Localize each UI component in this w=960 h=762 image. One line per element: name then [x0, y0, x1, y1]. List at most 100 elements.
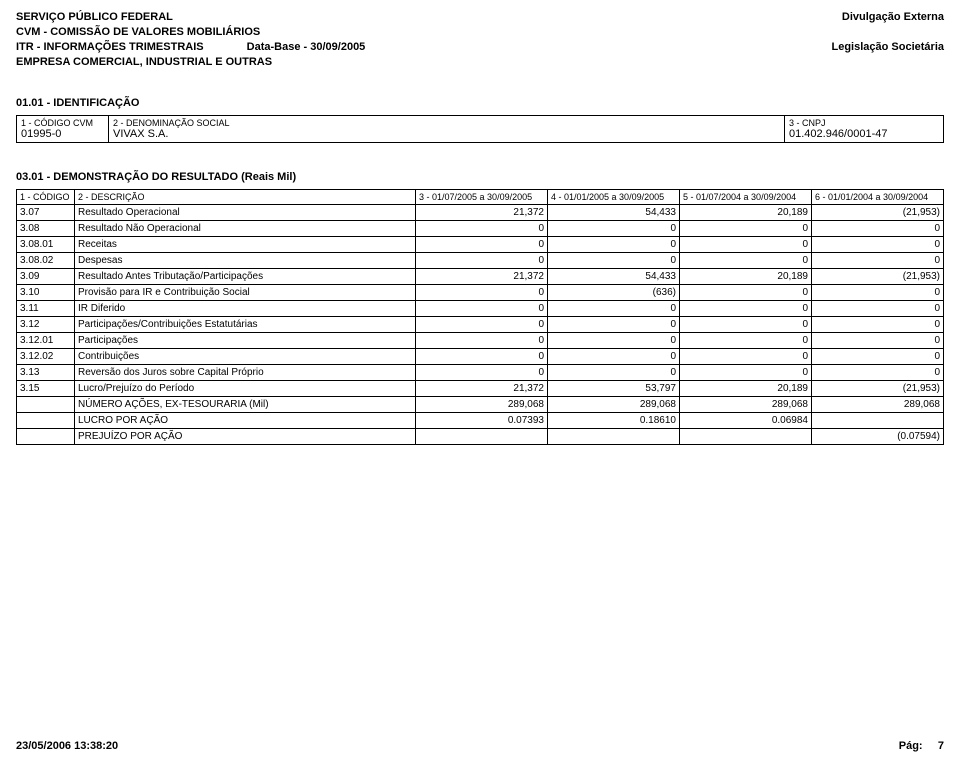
ident-cnpj: 3 - CNPJ 01.402.946/0001-47 [784, 116, 944, 142]
cell-value: 20,189 [680, 381, 812, 397]
cell-value: 0 [416, 253, 548, 269]
table-row: 3.08.02Despesas0000 [17, 253, 944, 269]
cell-value: 21,372 [416, 381, 548, 397]
header-line-4: EMPRESA COMERCIAL, INDUSTRIAL E OUTRAS [16, 55, 365, 70]
table-row: 3.11IR Diferido0000 [17, 301, 944, 317]
table-row: 3.12.02Contribuições0000 [17, 349, 944, 365]
cell-code: 3.08.02 [17, 253, 75, 269]
cell-value: 0 [416, 285, 548, 301]
cell-value: 0 [416, 237, 548, 253]
cell-value: 0 [416, 365, 548, 381]
table-row: 3.08.01Receitas0000 [17, 237, 944, 253]
cell-code: 3.12.01 [17, 333, 75, 349]
header-line-1: SERVIÇO PÚBLICO FEDERAL [16, 10, 365, 25]
cell-desc: Contribuições [75, 349, 416, 365]
page: SERVIÇO PÚBLICO FEDERAL CVM - COMISSÃO D… [0, 0, 960, 762]
cell-value: 0 [548, 237, 680, 253]
table-row: 3.09Resultado Antes Tributação/Participa… [17, 269, 944, 285]
cell-code: 3.10 [17, 285, 75, 301]
cell-code: 3.13 [17, 365, 75, 381]
col-period-1: 3 - 01/07/2005 a 30/09/2005 [416, 190, 548, 205]
cell-value: (21,953) [812, 269, 944, 285]
cell-value: 0 [812, 237, 944, 253]
cell-value [416, 429, 548, 445]
cell-value: 0 [812, 253, 944, 269]
footer-page: Pág: 7 [899, 740, 944, 752]
cell-value: 0 [416, 349, 548, 365]
cell-value: 21,372 [416, 205, 548, 221]
cell-value: 0 [548, 349, 680, 365]
demo-tbody: 3.07Resultado Operacional21,37254,43320,… [17, 205, 944, 445]
cell-value: 0 [416, 317, 548, 333]
cell-value: 0 [548, 301, 680, 317]
ident-denom-value: VIVAX S.A. [113, 128, 780, 140]
cell-value: 0 [416, 333, 548, 349]
cell-value: 20,189 [680, 269, 812, 285]
cell-value: 0 [680, 333, 812, 349]
cell-code: 3.11 [17, 301, 75, 317]
header-right-1: Divulgação Externa [832, 10, 945, 25]
ident-codigo-cvm: 1 - CÓDIGO CVM 01995-0 [16, 116, 108, 142]
ident-denom-label: 2 - DENOMINAÇÃO SOCIAL [113, 118, 780, 128]
cell-desc: Lucro/Prejuízo do Período [75, 381, 416, 397]
ident-codigo-cvm-value: 01995-0 [21, 128, 104, 140]
cell-value: 54,433 [548, 205, 680, 221]
cell-desc: LUCRO POR AÇÃO [75, 413, 416, 429]
table-row: 3.12Participações/Contribuições Estatutá… [17, 317, 944, 333]
table-row: PREJUÍZO POR AÇÃO (0.07594) [17, 429, 944, 445]
cell-code [17, 397, 75, 413]
cell-code [17, 413, 75, 429]
cell-value: (0.07594) [812, 429, 944, 445]
cell-value: 0 [680, 285, 812, 301]
header-line-3: ITR - INFORMAÇÕES TRIMESTRAIS Data-Base … [16, 40, 365, 55]
cell-value: 0 [680, 317, 812, 333]
cell-value: 0 [812, 349, 944, 365]
cell-code: 3.08 [17, 221, 75, 237]
cell-value: 21,372 [416, 269, 548, 285]
table-row: 3.07Resultado Operacional21,37254,43320,… [17, 205, 944, 221]
cell-code: 3.12.02 [17, 349, 75, 365]
cell-desc: Participações [75, 333, 416, 349]
cell-value: 0 [812, 301, 944, 317]
cell-code: 3.09 [17, 269, 75, 285]
cell-code: 3.08.01 [17, 237, 75, 253]
table-row: 3.15Lucro/Prejuízo do Período21,37253,79… [17, 381, 944, 397]
cell-desc: PREJUÍZO POR AÇÃO [75, 429, 416, 445]
cell-code: 3.12 [17, 317, 75, 333]
col-period-2: 4 - 01/01/2005 a 30/09/2005 [548, 190, 680, 205]
cell-value: 0 [548, 317, 680, 333]
table-row: NÚMERO AÇÕES, EX-TESOURARIA (Mil)289,068… [17, 397, 944, 413]
cell-value: 0 [680, 221, 812, 237]
header: SERVIÇO PÚBLICO FEDERAL CVM - COMISSÃO D… [16, 10, 944, 69]
cell-value [812, 413, 944, 429]
cell-desc: Resultado Antes Tributação/Participações [75, 269, 416, 285]
cell-value [680, 429, 812, 445]
section-ident-title: 01.01 - IDENTIFICAÇÃO [16, 97, 944, 109]
cell-value: 0 [812, 333, 944, 349]
cell-value: 0 [680, 301, 812, 317]
cell-desc: Receitas [75, 237, 416, 253]
page-footer: 23/05/2006 13:38:20 Pág: 7 [16, 740, 944, 752]
header-line-3-left: ITR - INFORMAÇÕES TRIMESTRAIS [16, 41, 204, 53]
table-row: 3.08Resultado Não Operacional0000 [17, 221, 944, 237]
cell-value: 289,068 [548, 397, 680, 413]
cell-value: 20,189 [680, 205, 812, 221]
cell-value: 289,068 [416, 397, 548, 413]
col-period-4: 6 - 01/01/2004 a 30/09/2004 [812, 190, 944, 205]
cell-value: 0 [548, 365, 680, 381]
cell-value: 0 [680, 349, 812, 365]
header-database: Data-Base - 30/09/2005 [247, 40, 366, 55]
cell-value: 0 [812, 221, 944, 237]
cell-value: 54,433 [548, 269, 680, 285]
cell-value [548, 429, 680, 445]
cell-value: 0 [548, 253, 680, 269]
cell-value: 53,797 [548, 381, 680, 397]
cell-value: 0 [680, 237, 812, 253]
header-left: SERVIÇO PÚBLICO FEDERAL CVM - COMISSÃO D… [16, 10, 365, 69]
cell-desc: Resultado Não Operacional [75, 221, 416, 237]
footer-page-number: 7 [938, 740, 944, 752]
cell-desc: NÚMERO AÇÕES, EX-TESOURARIA (Mil) [75, 397, 416, 413]
cell-value: (21,953) [812, 205, 944, 221]
cell-value: 0 [416, 301, 548, 317]
table-row: 3.12.01Participações0000 [17, 333, 944, 349]
